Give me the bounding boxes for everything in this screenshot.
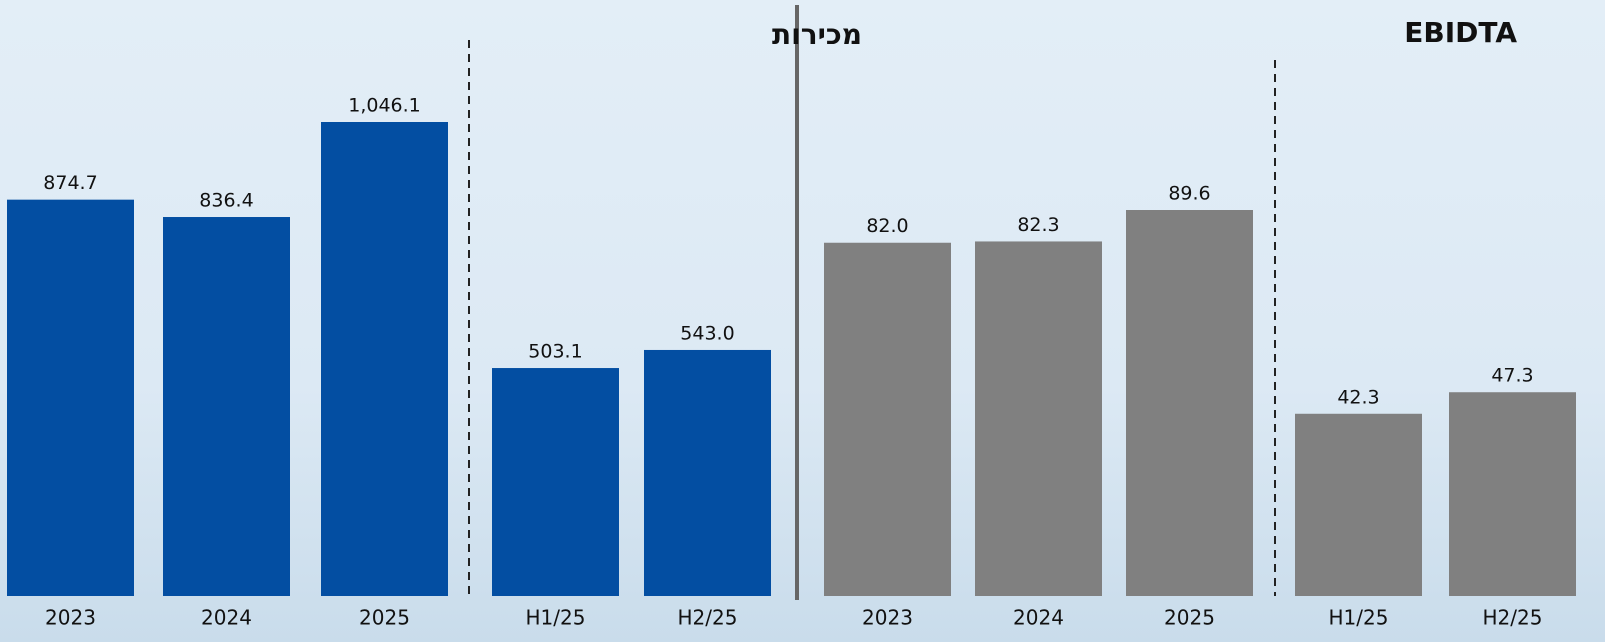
value-label: 89.6: [1168, 183, 1210, 205]
bar: [163, 217, 290, 596]
bar: [492, 368, 619, 596]
x-tick-label: 2023: [862, 606, 913, 630]
x-tick-label: H2/25: [678, 606, 738, 630]
value-label: 836.4: [199, 190, 253, 212]
bar: [321, 122, 448, 596]
value-label: 1,046.1: [348, 95, 421, 117]
bar: [824, 242, 951, 596]
x-tick-label: H2/25: [1483, 606, 1543, 630]
chart-title: מכירות: [772, 18, 862, 51]
bar: [1449, 392, 1576, 596]
x-tick-label: H1/25: [526, 606, 586, 630]
x-tick-label: 2025: [1164, 606, 1215, 630]
x-tick-label: 2024: [1013, 606, 1064, 630]
value-label: 874.7: [43, 172, 97, 194]
bar: [975, 241, 1102, 596]
value-label: 503.1: [528, 341, 582, 363]
value-label: 543.0: [680, 322, 734, 344]
x-tick-label: 2023: [45, 606, 96, 630]
x-tick-label: 2024: [201, 606, 252, 630]
x-tick-label: 2025: [359, 606, 410, 630]
chart-title: EBIDTA: [1404, 16, 1517, 49]
bar: [644, 349, 771, 596]
value-label: 82.0: [866, 215, 908, 237]
bar: [1295, 413, 1422, 596]
value-label: 82.3: [1017, 214, 1059, 236]
value-label: 47.3: [1491, 365, 1533, 387]
value-label: 42.3: [1337, 386, 1379, 408]
bar: [7, 199, 134, 596]
x-tick-label: H1/25: [1329, 606, 1389, 630]
bar: [1126, 210, 1253, 596]
